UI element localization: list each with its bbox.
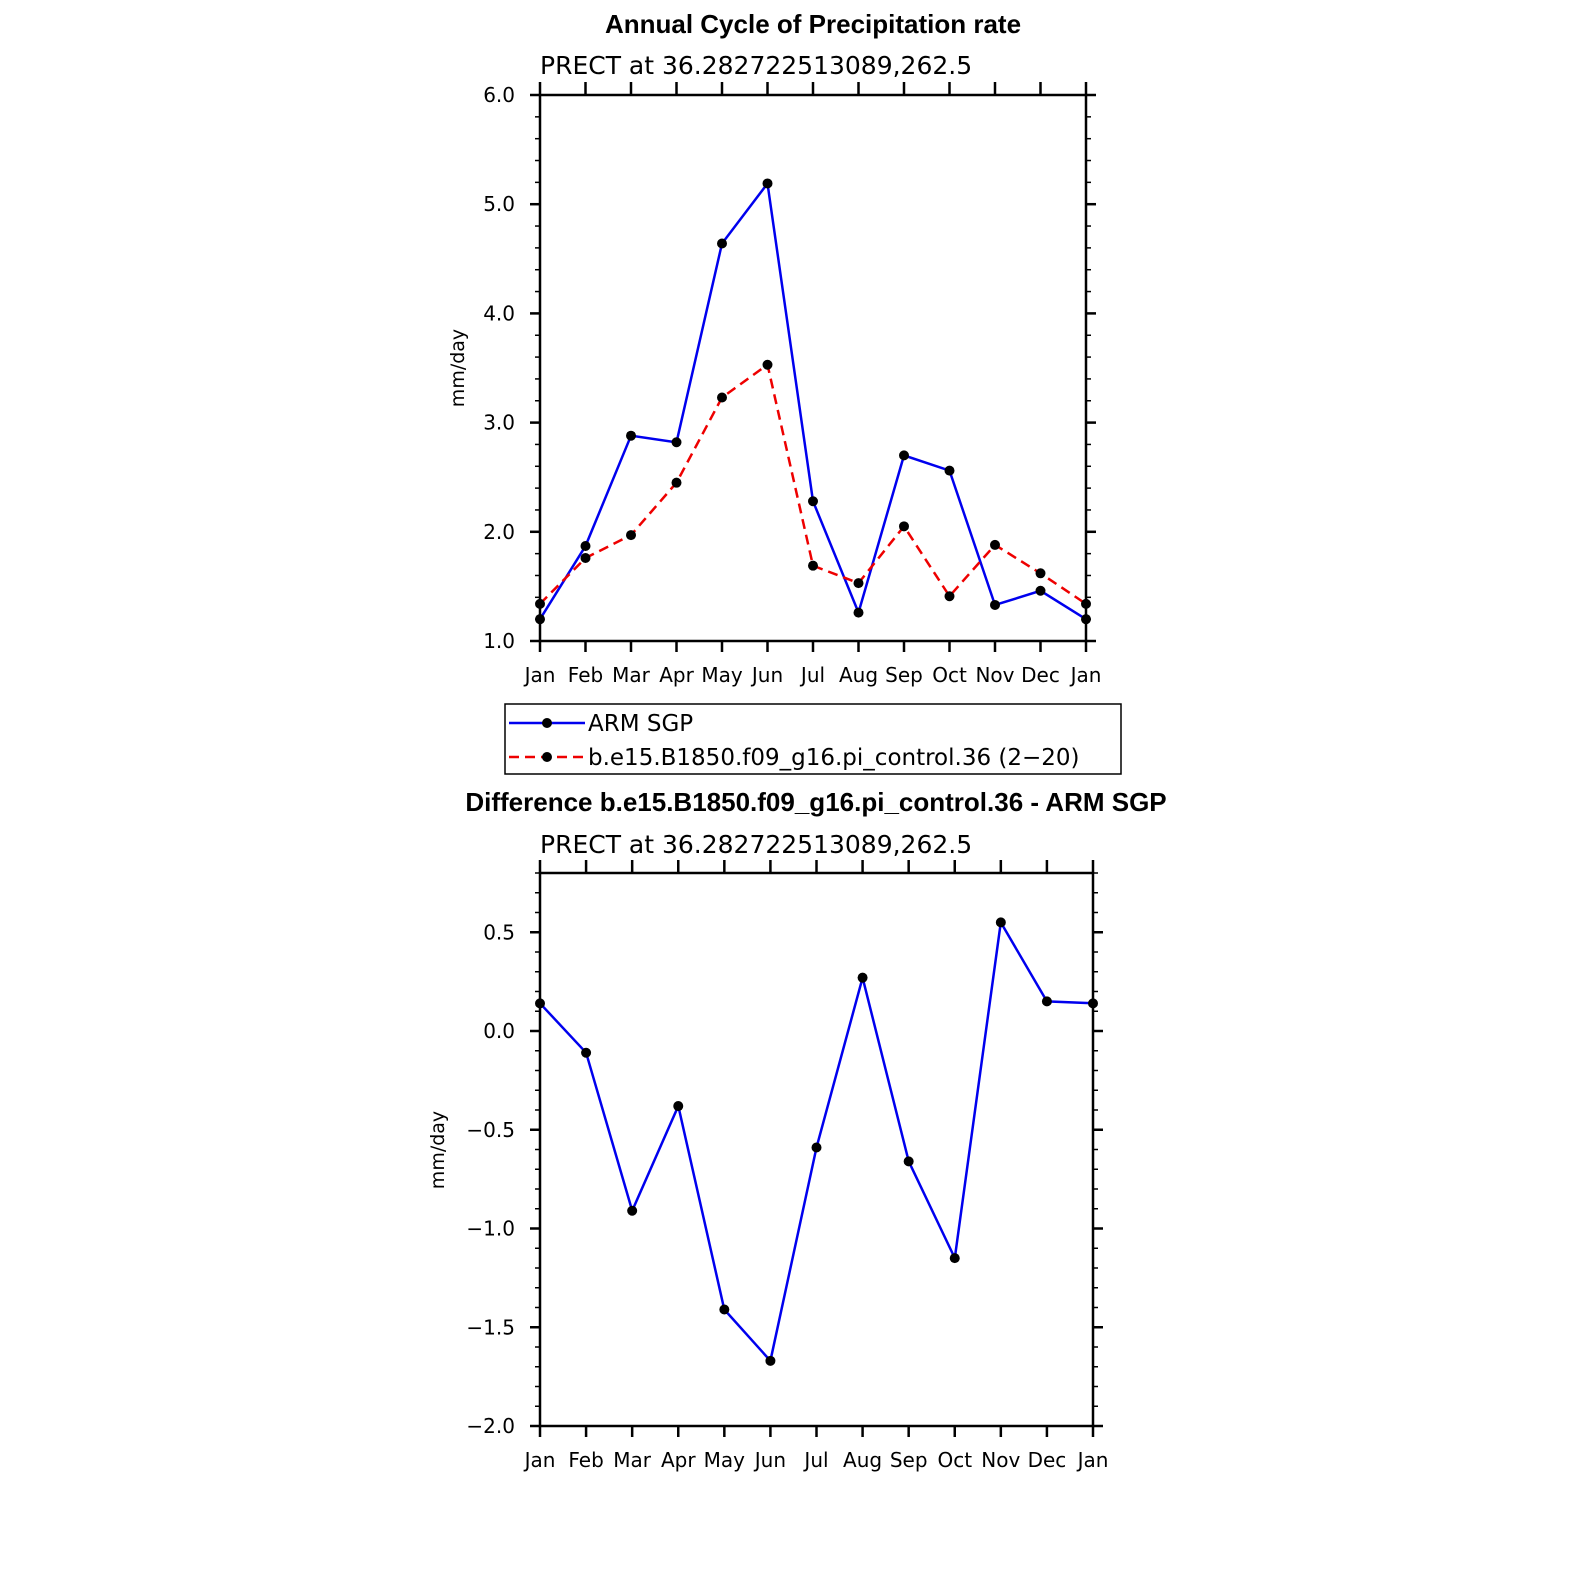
data-point — [717, 392, 727, 403]
data-point — [808, 560, 818, 571]
axes: −2.0 −1.5 −1.0 −0.5 0.0 0.5 Jan Feb Mar Apr May Jun… — [466, 860, 1108, 1472]
axes: 1.0 2.0 3.0 4.0 5.0 6.0 Jan Feb Mar Apr May Jun Jul A… — [483, 82, 1101, 687]
chart-subtitle: PRECT at 36.282722513089,262.5 — [540, 830, 972, 859]
data-point — [808, 496, 818, 507]
data-point — [899, 450, 909, 461]
annual-cycle-panel: Annual Cycle of Precipitation rate PRECT… — [447, 9, 1101, 687]
x-tick-label: Apr — [659, 663, 694, 687]
data-point — [944, 465, 955, 476]
data-point — [990, 599, 1000, 610]
x-tick-label: Feb — [568, 1448, 603, 1472]
x-tick-label: Oct — [937, 1448, 972, 1472]
x-tick-label: Jan — [1069, 663, 1102, 687]
data-point — [1081, 598, 1091, 609]
y-tick-label: 3.0 — [483, 411, 515, 435]
x-tick-label: Jan — [523, 1448, 556, 1472]
series-line-0 — [538, 180, 1087, 621]
series-line-0 — [539, 918, 1094, 1364]
x-tick-label: Nov — [981, 1448, 1020, 1472]
x-tick-label: Sep — [890, 1448, 928, 1472]
x-tick-label: Jun — [750, 663, 783, 687]
x-tick-label: May — [704, 1448, 746, 1472]
data-point — [765, 1355, 776, 1366]
x-tick-label: Jan — [523, 663, 556, 687]
data-point — [995, 917, 1006, 928]
x-tick-label: Apr — [661, 1448, 696, 1472]
data-point — [949, 1253, 960, 1264]
data-point — [581, 1047, 592, 1058]
data-point — [899, 521, 909, 532]
data-point — [671, 437, 682, 448]
x-tick-label: Mar — [612, 663, 651, 687]
x-tick-label: Aug — [843, 1448, 882, 1472]
data-point — [580, 540, 591, 551]
data-point — [811, 1142, 822, 1153]
chart-title: Annual Cycle of Precipitation rate — [605, 9, 1021, 39]
x-tick-label: Oct — [932, 663, 967, 687]
x-tick-label: Feb — [568, 663, 603, 687]
data-point — [673, 1101, 684, 1112]
data-point — [671, 477, 682, 488]
data-point — [853, 578, 864, 589]
data-point — [944, 591, 955, 602]
data-point — [1035, 585, 1046, 596]
legend-label-arm-sgp: ARM SGP — [588, 711, 693, 737]
data-point — [626, 430, 636, 441]
x-tick-label: Jul — [802, 1448, 828, 1472]
y-tick-label: 0.0 — [483, 1019, 515, 1043]
data-point — [1081, 614, 1091, 625]
x-tick-label: Mar — [613, 1448, 652, 1472]
data-point — [903, 1156, 914, 1167]
y-tick-label: −2.0 — [466, 1414, 515, 1438]
y-tick-label: −0.5 — [466, 1118, 515, 1142]
y-tick-label: 0.5 — [483, 920, 515, 944]
data-point — [762, 359, 773, 370]
x-tick-label: Sep — [885, 663, 923, 687]
y-tick-label: 6.0 — [483, 83, 515, 107]
x-tick-label: Jul — [799, 663, 825, 687]
y-tick-label: −1.0 — [466, 1217, 515, 1241]
data-point — [1041, 996, 1052, 1007]
x-tick-label: Nov — [975, 663, 1014, 687]
data-point — [535, 998, 545, 1009]
data-point — [857, 972, 868, 983]
legend-box — [504, 703, 1122, 775]
y-axis-label: mm/day — [427, 1111, 449, 1189]
legend-label-model: b.e15.B1850.f09_g16.pi_control.36 (2−20) — [588, 745, 1080, 771]
x-tick-label: Jan — [1076, 1448, 1109, 1472]
data-point — [535, 614, 545, 625]
y-axis-label: mm/day — [447, 329, 469, 407]
chart-subtitle: PRECT at 36.282722513089,262.5 — [540, 51, 972, 80]
data-point — [990, 539, 1000, 550]
y-tick-label: 5.0 — [483, 192, 515, 216]
legend-marker-arm-sgp — [542, 718, 552, 728]
data-point — [762, 178, 773, 189]
data-point — [1035, 568, 1046, 579]
x-tick-label: Dec — [1028, 1448, 1067, 1472]
data-point — [626, 530, 636, 541]
chart-title: Difference b.e15.B1850.f09_g16.pi_contro… — [465, 787, 1166, 817]
data-point — [1088, 998, 1098, 1009]
x-tick-label: May — [701, 663, 743, 687]
plot-frame — [538, 93, 1088, 643]
data-point — [535, 598, 545, 609]
series-group — [535, 917, 1098, 1366]
y-tick-label: 2.0 — [483, 520, 515, 544]
difference-panel: Difference b.e15.B1850.f09_g16.pi_contro… — [427, 787, 1167, 1472]
data-point — [627, 1205, 638, 1216]
legend-marker-model — [542, 752, 552, 762]
data-point — [717, 238, 727, 249]
x-tick-label: Aug — [839, 663, 878, 687]
data-point — [580, 553, 591, 564]
x-tick-label: Dec — [1021, 663, 1060, 687]
x-tick-label: Jun — [753, 1448, 786, 1472]
legend: ARM SGP b.e15.B1850.f09_g16.pi_control.3… — [504, 703, 1122, 775]
data-point — [853, 607, 864, 618]
y-tick-label: −1.5 — [466, 1315, 515, 1339]
y-tick-label: 4.0 — [483, 301, 515, 325]
series-group — [535, 178, 1091, 625]
data-point — [719, 1304, 730, 1315]
y-tick-label: 1.0 — [483, 629, 515, 653]
